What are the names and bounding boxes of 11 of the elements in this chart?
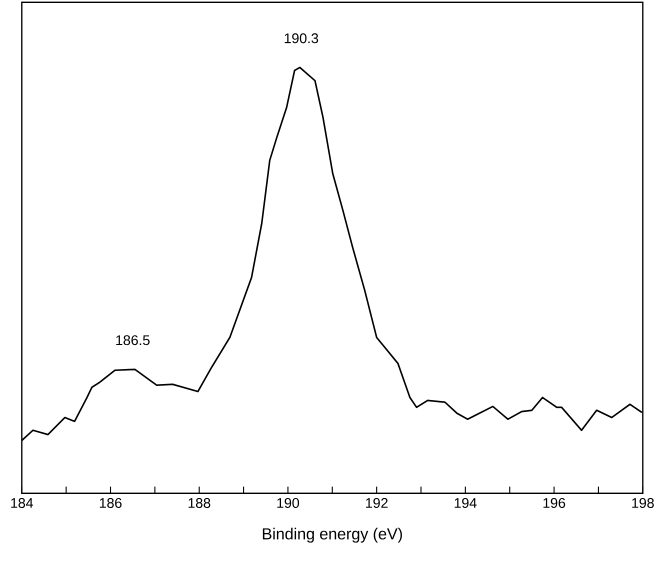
x-tick-label: 198 (632, 498, 654, 508)
x-tick-label: 192 (366, 498, 388, 508)
annotation: 186.5 (116, 335, 150, 346)
x-axis-title: Binding energy (eV) (262, 528, 402, 543)
x-tick-label: 184 (11, 498, 34, 508)
annotation: 190.3 (284, 33, 318, 44)
x-tick-label: 196 (543, 498, 566, 508)
x-tick-label: 194 (454, 498, 477, 508)
x-tick-label: 190 (277, 498, 300, 508)
x-tick-label: 186 (100, 498, 122, 508)
x-tick-label: 188 (188, 498, 210, 508)
